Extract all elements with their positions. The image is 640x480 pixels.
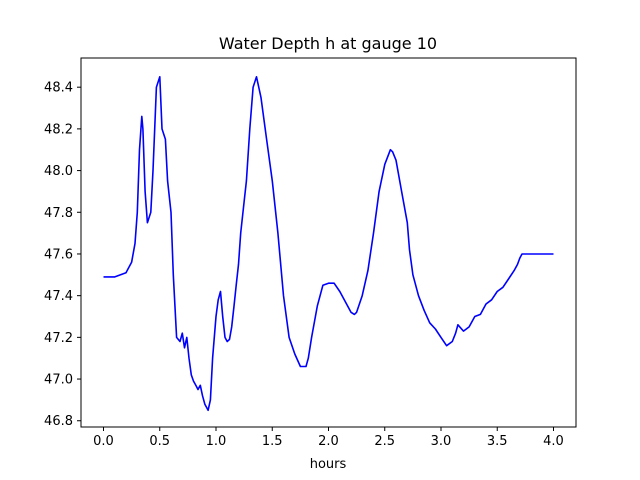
chart-title: Water Depth h at gauge 10 xyxy=(219,34,437,53)
x-tick-label: 3.5 xyxy=(487,434,508,449)
axes-frame xyxy=(80,57,577,428)
x-axis: 0.0 0.5 1.0 1.5 2.0 2.5 3.0 3.5 4.0 xyxy=(93,427,564,449)
x-tick-label: 0.0 xyxy=(93,434,114,449)
series-line xyxy=(103,76,554,412)
x-tick-label: 2.0 xyxy=(318,434,339,449)
x-tick-label: 0.5 xyxy=(149,434,170,449)
y-tick-label: 47.0 xyxy=(44,373,73,388)
y-tick-label: 48.0 xyxy=(44,164,73,179)
y-tick-label: 48.4 xyxy=(44,81,73,96)
y-tick-label: 47.2 xyxy=(44,331,73,346)
y-tick-label: 47.8 xyxy=(44,206,73,221)
y-tick-label: 47.4 xyxy=(44,289,73,304)
y-tick-label: 47.6 xyxy=(44,247,73,262)
x-tick-label: 1.5 xyxy=(262,434,283,449)
x-tick-label: 4.0 xyxy=(543,434,564,449)
y-tick-label: 48.2 xyxy=(44,122,73,137)
y-axis: 46.8 47.0 47.2 47.4 47.6 47.8 48.0 48.2 48.4 xyxy=(44,81,81,429)
x-tick-label: 1.0 xyxy=(206,434,227,449)
x-axis-label: hours xyxy=(310,457,347,472)
y-tick-label: 46.8 xyxy=(44,414,73,429)
x-tick-label: 3.0 xyxy=(431,434,452,449)
series-layer xyxy=(103,76,554,412)
x-tick-label: 2.5 xyxy=(374,434,395,449)
